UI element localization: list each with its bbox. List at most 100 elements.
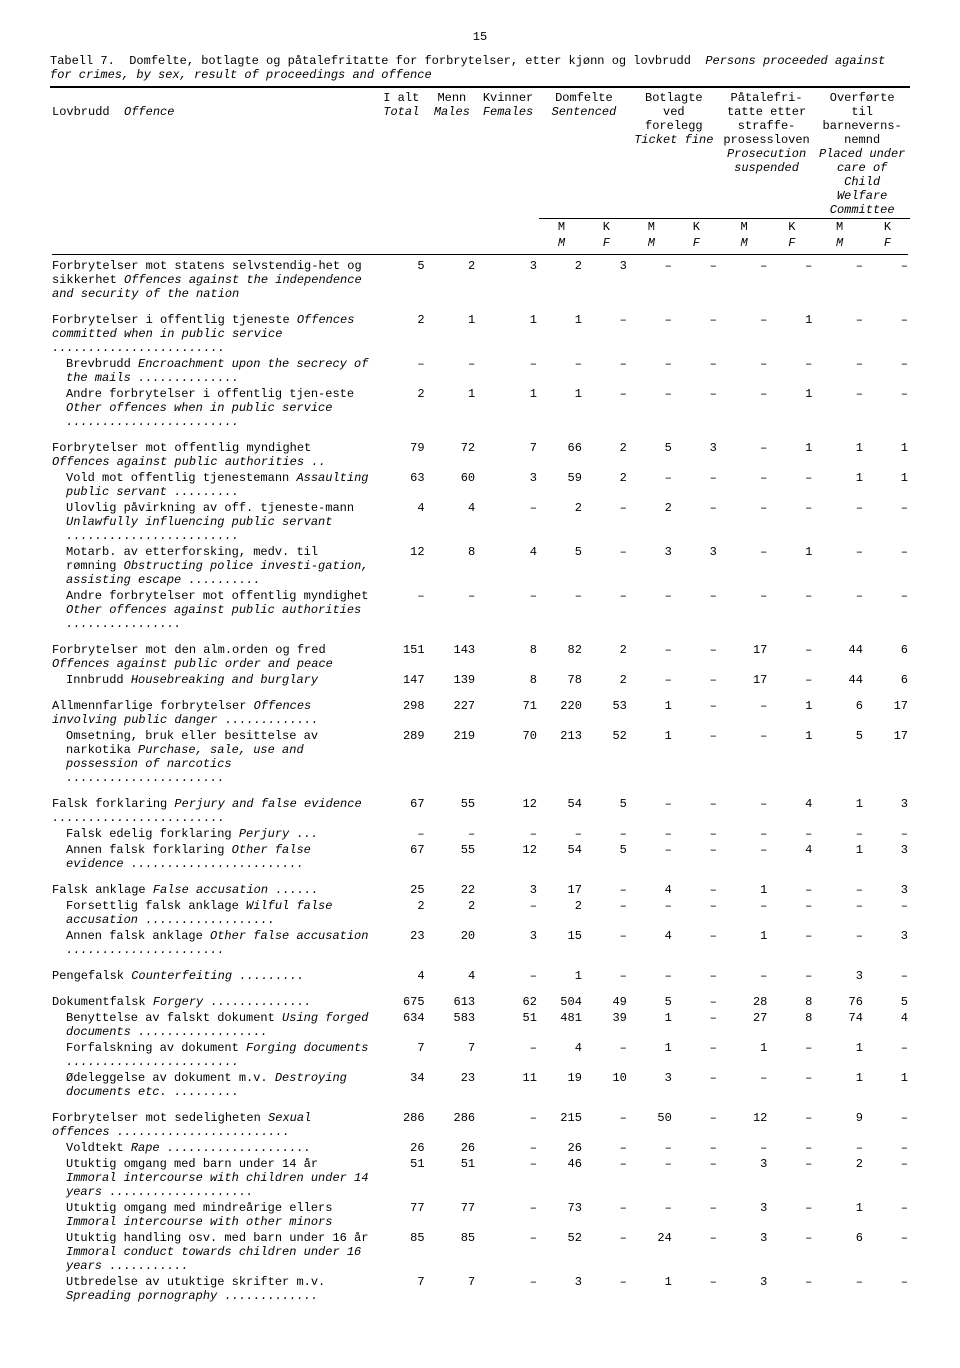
value-cell: 12 [477, 796, 539, 826]
value-cell: 4 [427, 500, 478, 544]
value-cell: – [719, 796, 770, 826]
value-cell: – [584, 898, 629, 928]
value-cell: – [769, 882, 814, 898]
value-cell: 583 [427, 1010, 478, 1040]
offence-cell: Dokumentfalsk Forgery .............. [50, 994, 376, 1010]
value-cell: 6 [865, 642, 910, 672]
value-cell: 4 [376, 968, 427, 984]
value-cell: – [584, 544, 629, 588]
value-cell: – [865, 500, 910, 544]
table-row: Forbrytelser mot sedeligheten Sexual off… [50, 1110, 910, 1140]
value-cell: – [629, 898, 674, 928]
value-cell: 1 [629, 1010, 674, 1040]
value-cell: 24 [629, 1230, 674, 1274]
value-cell: 67 [376, 842, 427, 872]
offence-label-no: Falsk edelig forklaring [66, 827, 232, 841]
offence-label-no: Allmennfarlige forbrytelser [52, 699, 246, 713]
value-cell: 72 [427, 440, 478, 470]
m-label: M [558, 220, 565, 234]
col-suspended-no: Påtalefri-tatte etter straffe-prosesslov… [723, 91, 809, 147]
value-cell: 49 [584, 994, 629, 1010]
value-cell: 82 [539, 642, 584, 672]
offence-label-no: Utuktig handling osv. med barn under 16 … [66, 1231, 368, 1245]
offence-cell: Benyttelse av falskt dokument Using forg… [50, 1010, 376, 1040]
value-cell: 17 [865, 698, 910, 728]
offence-label-no: Andre forbrytelser i offentlig tjen-este [66, 387, 354, 401]
value-cell: – [719, 356, 770, 386]
offence-label-no: Voldtekt [66, 1141, 124, 1155]
value-cell: 4 [629, 928, 674, 958]
value-cell: – [584, 312, 629, 356]
offence-label-no: Utuktig omgang med barn under 14 år [66, 1157, 318, 1171]
value-cell: 7 [376, 1040, 427, 1070]
offence-cell: Pengefalsk Counterfeiting ......... [50, 968, 376, 984]
value-cell: – [719, 588, 770, 632]
table-row: Forbrytelser mot offentlig myndighet Off… [50, 440, 910, 470]
value-cell: 3 [477, 882, 539, 898]
value-cell: 139 [427, 672, 478, 688]
value-cell: 26 [539, 1140, 584, 1156]
value-cell: 675 [376, 994, 427, 1010]
table-row: Forsettlig falsk anklage Wilful false ac… [50, 898, 910, 928]
value-cell: – [865, 1230, 910, 1274]
value-cell: 3 [719, 1230, 770, 1274]
value-cell: 1 [539, 968, 584, 984]
value-cell: 76 [814, 994, 865, 1010]
value-cell: 481 [539, 1010, 584, 1040]
value-cell: – [477, 1274, 539, 1304]
value-cell: 2 [629, 500, 674, 544]
table-row: Utuktig omgang med barn under 14 år Immo… [50, 1156, 910, 1200]
value-cell: 2 [376, 386, 427, 430]
offence-cell: Brevbrudd Encroachment upon the secrecy … [50, 356, 376, 386]
value-cell: – [539, 356, 584, 386]
value-cell: – [477, 898, 539, 928]
value-cell: 3 [477, 258, 539, 302]
value-cell: 1 [865, 1070, 910, 1100]
value-cell: 289 [376, 728, 427, 786]
value-cell: 613 [427, 994, 478, 1010]
offence-label-no: Andre forbrytelser mot offentlig myndigh… [66, 589, 368, 603]
spacer-row [50, 786, 910, 796]
value-cell: 34 [376, 1070, 427, 1100]
value-cell: – [674, 842, 719, 872]
table-row: Falsk edelig forklaring Perjury ...–––––… [50, 826, 910, 842]
spacer-row [50, 984, 910, 994]
value-cell: 4 [865, 1010, 910, 1040]
value-cell: 63 [376, 470, 427, 500]
value-cell: – [629, 1200, 674, 1230]
value-cell: – [865, 1140, 910, 1156]
value-cell: 1 [769, 386, 814, 430]
value-cell: 3 [719, 1156, 770, 1200]
value-cell: – [477, 1110, 539, 1140]
value-cell: 71 [477, 698, 539, 728]
value-cell: 2 [584, 440, 629, 470]
value-cell: 22 [427, 882, 478, 898]
value-cell: – [629, 796, 674, 826]
offence-label-en: Immoral conduct towards children under 1… [66, 1245, 361, 1273]
value-cell: – [719, 826, 770, 842]
value-cell: – [584, 500, 629, 544]
offence-label-no: Utbredelse av utuktige skrifter m.v. [66, 1275, 325, 1289]
data-table: Lovbrudd Offence I altTotal MennMales Kv… [50, 90, 910, 1304]
value-cell: 2 [584, 470, 629, 500]
col-offence-no: Lovbrudd [52, 105, 110, 119]
col-offence-en: Offence [124, 105, 174, 119]
value-cell: 6 [814, 1230, 865, 1274]
value-cell: – [584, 882, 629, 898]
value-cell: 17 [865, 728, 910, 786]
value-cell: – [674, 968, 719, 984]
spacer-row [50, 632, 910, 642]
f-en-label: F [788, 236, 795, 250]
value-cell: 1 [814, 796, 865, 826]
value-cell: – [865, 1274, 910, 1304]
value-cell: – [719, 312, 770, 356]
offence-label-no: Brevbrudd [66, 357, 131, 371]
value-cell: – [376, 356, 427, 386]
value-cell: – [674, 1274, 719, 1304]
value-cell: 227 [427, 698, 478, 728]
value-cell: – [477, 826, 539, 842]
offence-label-no: Forbrytelser i offentlig tjeneste [52, 313, 290, 327]
value-cell: 4 [629, 882, 674, 898]
value-cell: – [814, 928, 865, 958]
value-cell: – [769, 928, 814, 958]
